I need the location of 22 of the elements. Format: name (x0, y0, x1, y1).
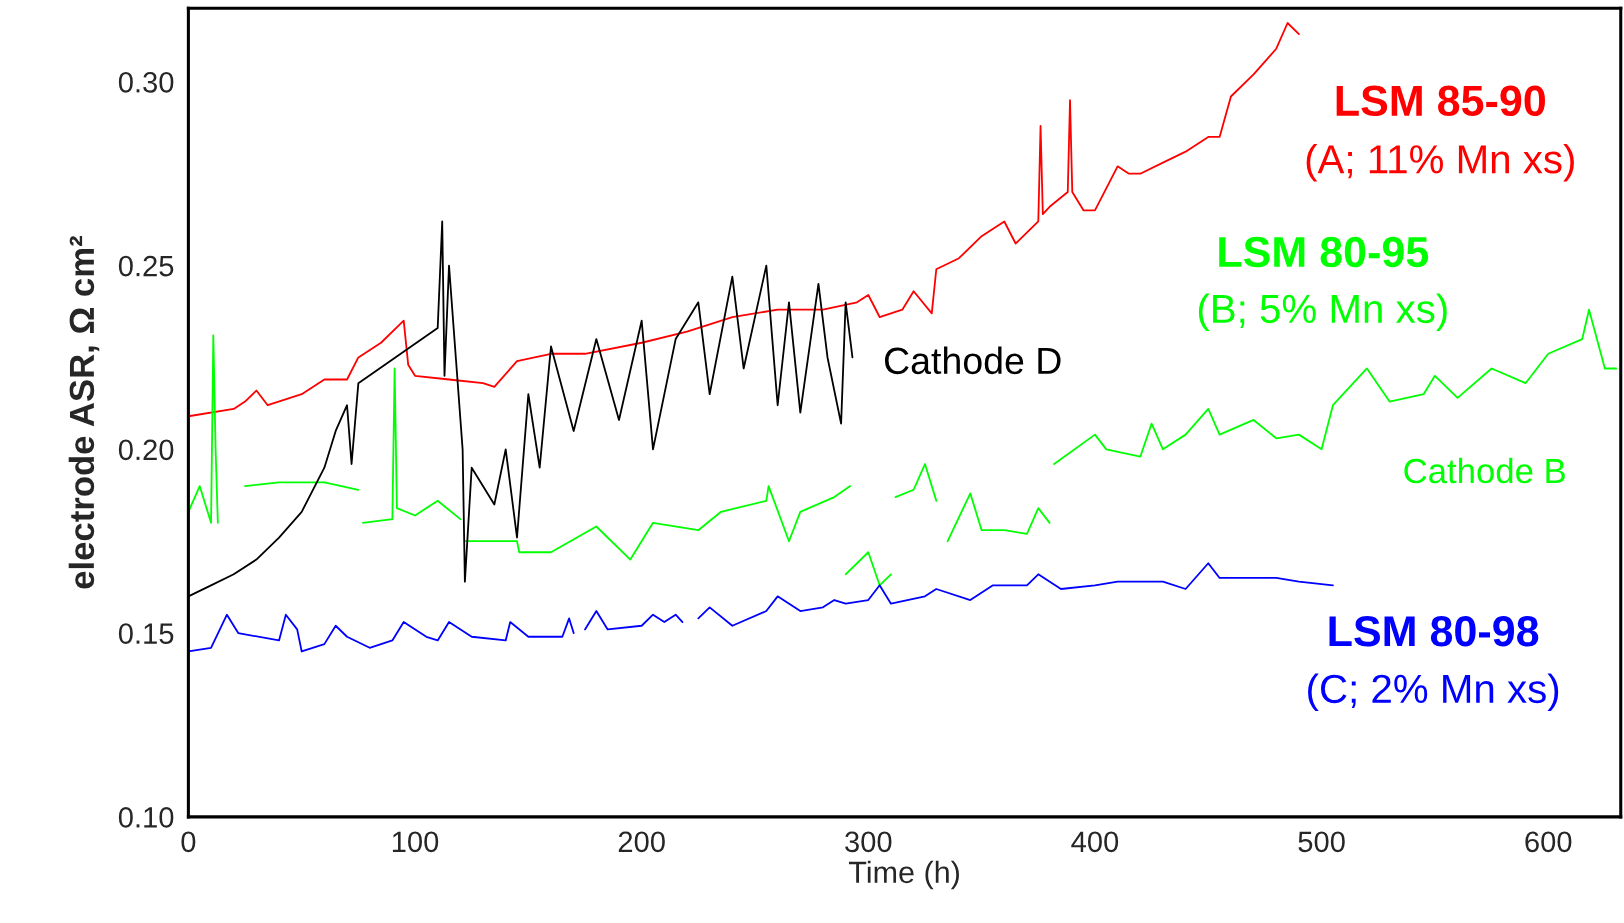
x-tick-label: 400 (1071, 831, 1119, 853)
x-tick-label: 200 (618, 831, 665, 853)
annotation: (C; 2% Mn xs) (1308, 673, 1559, 712)
y-axis-title: electrode ASR, Ω cm² (68, 236, 100, 589)
series-label: LSM 85-90 (1336, 85, 1545, 117)
x-tick-label: 300 (845, 831, 892, 853)
x-axis-title: Time (h) (848, 860, 959, 890)
y-tick-label: 0.30 (118, 72, 174, 93)
series-label: LSM 80-98 (1329, 616, 1539, 647)
x-tick-label: 500 (1298, 831, 1345, 853)
annotation: (A; 11% Mn xs) (1306, 143, 1574, 182)
series-label: Cathode D (884, 346, 1061, 375)
y-tick-label: 0.10 (118, 807, 174, 828)
x-tick-label: 0 (181, 831, 196, 853)
text: LSM 80-95 (1219, 236, 1429, 268)
annotation: Cathode B (1404, 457, 1565, 484)
y-tick-label: 0.15 (118, 623, 174, 644)
x-tick-label: 600 (1525, 831, 1572, 853)
y-tick-label: 0.20 (118, 439, 174, 461)
x-tick-label: 100 (392, 831, 439, 853)
annotation: (B; 5% Mn xs) (1198, 293, 1447, 332)
y-tick-label: 0.25 (118, 255, 174, 277)
